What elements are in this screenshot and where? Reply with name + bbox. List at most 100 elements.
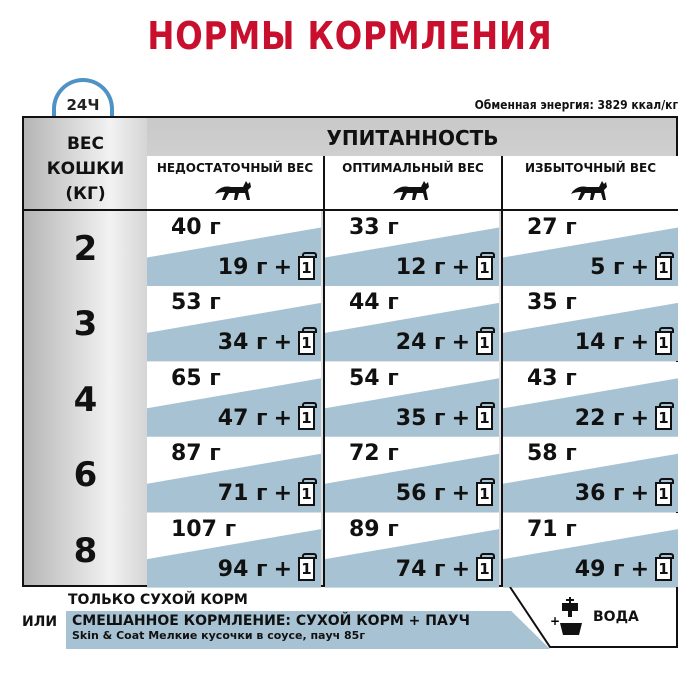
water-bowl-icon: + (550, 597, 582, 635)
weight-value: 6 (73, 455, 98, 496)
column-label: ОПТИМАЛЬНЫЙ ВЕС (342, 161, 484, 175)
pouch-icon: 1 (655, 553, 674, 582)
plus: + (451, 556, 470, 582)
plus: + (273, 255, 292, 280)
feeding-cell: 65 г 47 г +1 (147, 361, 321, 437)
legend-water: + ВОДА (505, 587, 678, 649)
weight-column (24, 118, 147, 585)
column-header: ИЗБЫТОЧНЫЙ ВЕС (503, 156, 678, 209)
plus: + (630, 405, 649, 431)
divider (501, 156, 503, 587)
water-label: ВОДА (593, 609, 639, 625)
weight-value: 3 (73, 304, 98, 345)
page-title: НОРМЫ КОРМЛЕНИЯ (147, 14, 553, 58)
plus: + (451, 255, 470, 280)
pouch-icon: 1 (655, 477, 674, 506)
mixed-dry-amount: 19 г (217, 255, 268, 280)
plus: + (630, 330, 649, 356)
dry-amount: 58 г (527, 441, 577, 467)
dry-amount: 87 г (171, 441, 221, 467)
pouch-icon: 1 (298, 477, 317, 506)
pouch-icon: 1 (476, 477, 495, 506)
cat-silhouette-icon (215, 181, 251, 200)
mixed-dry-amount: 74 г (395, 556, 446, 582)
weight-header-line: КОШКИ (46, 159, 125, 179)
weight-header-line: (КГ) (65, 184, 106, 204)
mixed-amount: 24 г +1 (395, 326, 495, 356)
feeding-cell: 107 г 94 г +1 (147, 512, 321, 588)
dry-amount: 35 г (527, 290, 577, 316)
pouch-icon: 1 (655, 326, 674, 355)
pouch-icon: 1 (655, 402, 674, 431)
water-box-border (509, 587, 678, 648)
legend-dry-only: ТОЛЬКО СУХОЙ КОРМ (68, 592, 248, 608)
mixed-amount: 71 г +1 (218, 477, 317, 506)
dry-amount: 53 г (171, 290, 221, 316)
dry-amount: 71 г (527, 516, 577, 542)
dry-amount: 27 г (527, 215, 577, 240)
mixed-dry-amount: 36 г (574, 481, 625, 507)
pouch-icon: 1 (476, 402, 495, 431)
mixed-amount: 47 г +1 (217, 402, 317, 431)
feeding-cell: 72 г 56 г +1 (325, 437, 499, 513)
pouch-icon: 1 (476, 553, 495, 582)
weight-header: ВЕС КОШКИ (КГ) (24, 132, 147, 207)
feeding-cell: 89 г 74 г +1 (325, 512, 499, 588)
column-label: НЕДОСТАТОЧНЫЙ ВЕС (156, 161, 314, 175)
dry-amount: 43 г (527, 365, 577, 391)
mixed-amount: 49 г +1 (575, 553, 674, 582)
feeding-cell: 71 г 49 г +1 (503, 512, 678, 588)
column-header: НЕДОСТАТОЧНЫЙ ВЕС (147, 156, 323, 209)
cat-silhouette-icon (570, 181, 607, 200)
plus: + (451, 481, 470, 507)
legend-or: ИЛИ (22, 614, 58, 630)
mixed-dry-amount: 47 г (217, 405, 268, 431)
energy-info: Обменная энергия: 3829 ккал/кг (474, 98, 678, 112)
column-label: ИЗБЫТОЧНЫЙ ВЕС (524, 161, 657, 175)
legend-mixed-label: СМЕШАННОЕ КОРМЛЕНИЕ: СУХОЙ КОРМ + ПАУЧ (72, 613, 470, 629)
plus: + (273, 556, 292, 582)
weight-value: 2 (73, 229, 98, 269)
plus: + (451, 330, 470, 356)
feeding-cell: 33 г 12 г +1 (325, 211, 499, 286)
feeding-table: ВЕС КОШКИ (КГ) УПИТАННОСТЬ НЕДОСТАТОЧНЫЙ… (22, 116, 678, 588)
divider (24, 209, 678, 211)
dry-amount: 54 г (349, 365, 399, 391)
clock-24h-icon: 24Ч (52, 78, 114, 118)
mixed-dry-amount: 56 г (395, 481, 446, 507)
mixed-amount: 12 г +1 (395, 251, 495, 280)
clock-label: 24Ч (66, 96, 100, 114)
pouch-icon: 1 (298, 251, 317, 280)
column-header: ОПТИМАЛЬНЫЙ ВЕС (325, 156, 501, 209)
mixed-amount: 35 г +1 (396, 402, 495, 431)
mixed-dry-amount: 24 г (395, 330, 446, 356)
dry-amount: 65 г (171, 365, 221, 391)
weight-value: 8 (73, 530, 98, 571)
pouch-icon: 1 (655, 251, 674, 280)
feeding-cell: 43 г 22 г +1 (503, 361, 678, 437)
mixed-dry-amount: 12 г (395, 255, 446, 280)
mixed-amount: 36 г +1 (574, 477, 674, 507)
mixed-dry-amount: 5 г (590, 255, 625, 280)
mixed-dry-amount: 34 г (217, 330, 268, 356)
feeding-cell: 40 г 19 г +1 (147, 211, 321, 286)
mixed-amount: 22 г +1 (574, 402, 674, 431)
dry-amount: 107 г (171, 516, 237, 542)
mixed-amount: 5 г +1 (590, 251, 674, 280)
body-condition-header: УПИТАННОСТЬ (326, 126, 499, 150)
plus: + (630, 255, 649, 280)
feeding-cell: 44 г 24 г +1 (325, 286, 499, 362)
pouch-icon: 1 (298, 553, 317, 582)
mixed-dry-amount: 22 г (574, 405, 625, 431)
pouch-icon: 1 (476, 326, 495, 355)
plus: + (630, 556, 649, 582)
dry-amount: 89 г (349, 516, 399, 542)
plus: + (451, 405, 470, 431)
legend-mixed: СМЕШАННОЕ КОРМЛЕНИЕ: СУХОЙ КОРМ + ПАУЧ S… (66, 611, 550, 649)
mixed-dry-amount: 14 г (574, 330, 625, 356)
feeding-cell: 35 г 14 г +1 (503, 286, 678, 362)
plus: + (630, 481, 649, 507)
feeding-cell: 87 г 71 г +1 (147, 437, 321, 513)
dry-amount: 40 г (171, 215, 221, 240)
dry-amount: 72 г (349, 441, 399, 467)
